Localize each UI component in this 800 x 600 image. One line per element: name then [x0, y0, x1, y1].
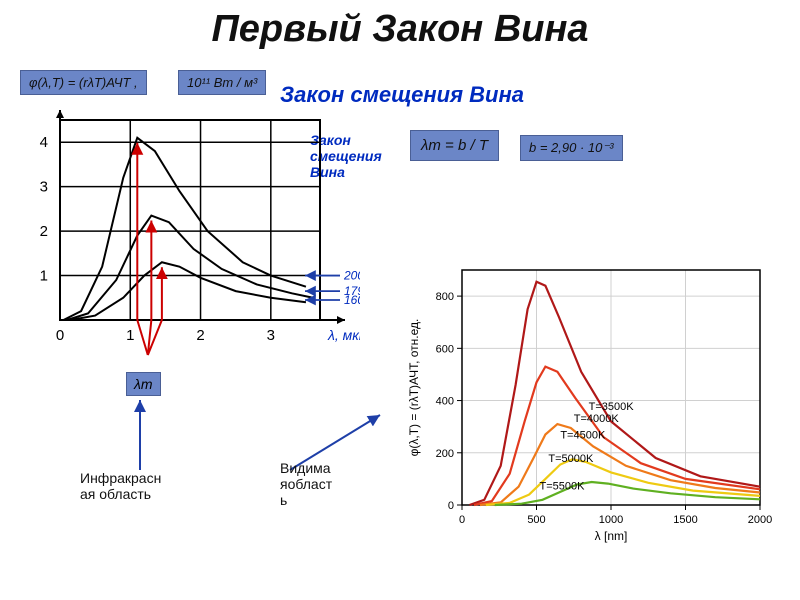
svg-text:200: 200 [436, 448, 454, 460]
svg-text:T=4500K: T=4500K [560, 430, 606, 442]
svg-text:λ, мкм: λ, мкм [327, 327, 360, 343]
left-chart: 01231234λ, мкм2000 K1790 K1600 K [20, 100, 360, 360]
formula-b-const: b = 2,90 · 10⁻³ [520, 135, 623, 161]
svg-text:0: 0 [448, 500, 454, 512]
note-visible: Видима яобласт ь [280, 460, 332, 508]
note-infrared: Инфракрасн ая область [80, 470, 161, 502]
page-title: Первый Закон Вина [0, 8, 800, 51]
svg-text:800: 800 [436, 291, 454, 303]
svg-text:1000: 1000 [599, 514, 623, 526]
svg-text:3: 3 [40, 179, 48, 196]
svg-text:400: 400 [436, 396, 454, 408]
svg-text:2000 K: 2000 K [343, 269, 360, 283]
formula-units: 10¹¹ Вт / м³ [178, 70, 266, 95]
formula-phi: φ(λ,T) = (rλT)АЧТ , [20, 70, 147, 95]
svg-text:2000: 2000 [748, 514, 772, 526]
svg-text:1: 1 [40, 268, 48, 285]
svg-text:3: 3 [267, 327, 275, 344]
svg-text:500: 500 [527, 514, 545, 526]
right-chart: 0 500 1000 1500 2000 0 200 400 600 800 λ [nm] φ(λ,T… [400, 250, 780, 550]
formula-lambda-m: λm = b / T [410, 130, 499, 161]
svg-text:T=4000K: T=4000K [574, 413, 620, 425]
svg-text:0: 0 [459, 514, 465, 526]
svg-text:1600 K: 1600 K [344, 293, 360, 307]
svg-text:1500: 1500 [673, 514, 697, 526]
svg-text:2: 2 [40, 223, 48, 240]
svg-text:T=5500K: T=5500K [539, 480, 585, 492]
svg-text:1: 1 [126, 327, 134, 344]
svg-text:λ [nm]: λ [nm] [595, 529, 628, 543]
svg-text:T=5000K: T=5000K [548, 453, 594, 465]
svg-text:φ(λ,T) = (rλT)АЧТ, отн.ед.: φ(λ,T) = (rλT)АЧТ, отн.ед. [407, 319, 421, 457]
svg-text:2: 2 [196, 327, 204, 344]
svg-text:600: 600 [436, 343, 454, 355]
svg-text:4: 4 [40, 134, 48, 151]
svg-text:T=3500K: T=3500K [589, 401, 635, 413]
svg-text:0: 0 [56, 327, 64, 344]
